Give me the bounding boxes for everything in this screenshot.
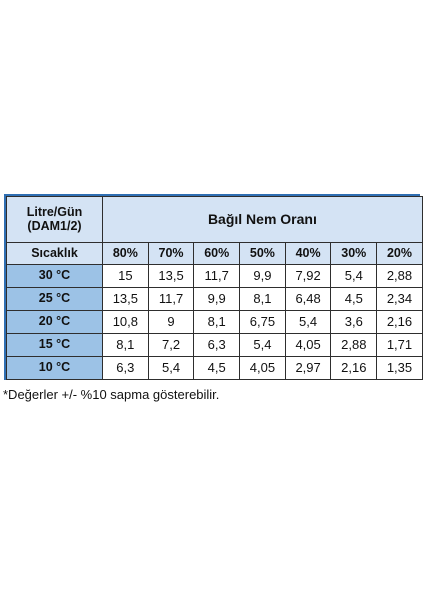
capacity-table: Litre/Gün (DAM1/2) Bağıl Nem Oranı Sıcak… <box>6 196 423 380</box>
value-cell: 1,71 <box>376 333 423 357</box>
humidity-header: 60% <box>193 242 241 265</box>
corner-header: Litre/Gün (DAM1/2) <box>6 196 103 243</box>
humidity-header: 70% <box>147 242 195 265</box>
value-cell: 2,97 <box>284 356 332 380</box>
corner-header-line2: (DAM1/2) <box>27 218 82 233</box>
value-cell: 8,1 <box>193 310 241 334</box>
value-cell: 5,4 <box>330 264 378 288</box>
value-cell: 10,8 <box>102 310 149 334</box>
value-cell: 13,5 <box>102 287 149 311</box>
humidity-header: 30% <box>330 242 378 265</box>
humidity-header: 50% <box>239 242 286 265</box>
corner-header-line1: Litre/Gün <box>26 204 83 219</box>
temperature-cell: 15 °C <box>6 333 103 357</box>
value-cell: 2,88 <box>376 264 423 288</box>
temperature-cell: 20 °C <box>6 310 103 334</box>
capacity-table-container: Litre/Gün (DAM1/2) Bağıl Nem Oranı Sıcak… <box>4 194 423 380</box>
value-cell: 2,16 <box>330 356 378 380</box>
value-cell: 4,05 <box>284 333 332 357</box>
temperature-cell: 25 °C <box>6 287 103 311</box>
table-row: 20 °C 10,8 9 8,1 6,75 5,4 3,6 2,16 <box>6 310 423 334</box>
header-row-humidity: Sıcaklık 80% 70% 60% 50% 40% 30% 20% <box>6 242 423 265</box>
table-row: 25 °C 13,5 11,7 9,9 8,1 6,48 4,5 2,34 <box>6 287 423 311</box>
value-cell: 7,92 <box>284 264 332 288</box>
value-cell: 13,5 <box>147 264 195 288</box>
value-cell: 5,4 <box>147 356 195 380</box>
value-cell: 6,48 <box>284 287 332 311</box>
value-cell: 11,7 <box>193 264 241 288</box>
table-row: 30 °C 15 13,5 11,7 9,9 7,92 5,4 2,88 <box>6 264 423 288</box>
value-cell: 15 <box>102 264 149 288</box>
value-cell: 6,3 <box>102 356 149 380</box>
table-row: 10 °C 6,3 5,4 4,5 4,05 2,97 2,16 1,35 <box>6 356 423 380</box>
value-cell: 7,2 <box>147 333 195 357</box>
value-cell: 6,3 <box>193 333 241 357</box>
humidity-header: 40% <box>284 242 332 265</box>
value-cell: 5,4 <box>284 310 332 334</box>
value-cell: 4,5 <box>193 356 241 380</box>
value-cell: 4,5 <box>330 287 378 311</box>
value-cell: 9,9 <box>193 287 241 311</box>
value-cell: 2,34 <box>376 287 423 311</box>
humidity-header: 20% <box>376 242 423 265</box>
value-cell: 11,7 <box>147 287 195 311</box>
value-cell: 4,05 <box>239 356 286 380</box>
value-cell: 9 <box>147 310 195 334</box>
temperature-cell: 30 °C <box>6 264 103 288</box>
value-cell: 2,16 <box>376 310 423 334</box>
footnote: *Değerler +/- %10 sapma gösterebilir. <box>3 387 220 402</box>
value-cell: 5,4 <box>239 333 286 357</box>
value-cell: 2,88 <box>330 333 378 357</box>
value-cell: 3,6 <box>330 310 378 334</box>
value-cell: 6,75 <box>239 310 286 334</box>
humidity-header: 80% <box>102 242 149 265</box>
value-cell: 8,1 <box>102 333 149 357</box>
row-header-label: Sıcaklık <box>6 242 103 265</box>
value-cell: 1,35 <box>376 356 423 380</box>
table-row: 15 °C 8,1 7,2 6,3 5,4 4,05 2,88 1,71 <box>6 333 423 357</box>
value-cell: 8,1 <box>239 287 286 311</box>
value-cell: 9,9 <box>239 264 286 288</box>
temperature-cell: 10 °C <box>6 356 103 380</box>
humidity-group-header: Bağıl Nem Oranı <box>102 196 423 243</box>
header-row-top: Litre/Gün (DAM1/2) Bağıl Nem Oranı <box>6 196 423 243</box>
